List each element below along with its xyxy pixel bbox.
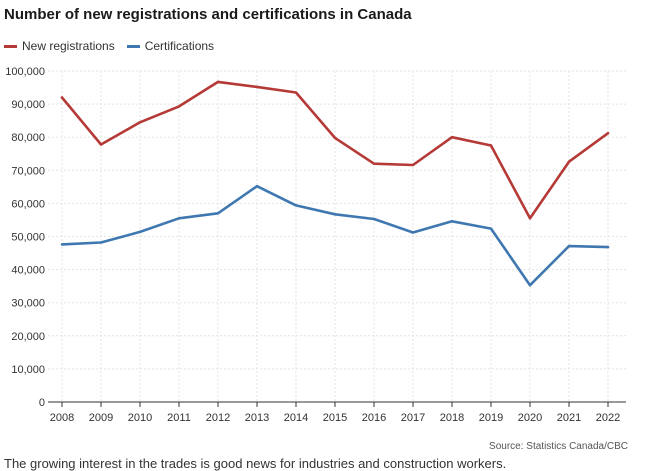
data-point xyxy=(450,220,454,223)
series-line-new-registrations xyxy=(60,80,610,220)
legend-swatch-new-registrations xyxy=(4,44,17,48)
data-point xyxy=(567,160,571,163)
article-text: The growing interest in the trades is go… xyxy=(4,456,507,471)
y-tick-label: 20,000 xyxy=(11,331,45,343)
data-point xyxy=(294,204,298,207)
data-point xyxy=(567,244,571,248)
legend-item-new-registrations: New registrations xyxy=(4,39,115,53)
data-point xyxy=(606,132,610,135)
chart-series xyxy=(60,80,610,287)
data-point xyxy=(138,121,142,124)
x-tick-label: 2008 xyxy=(50,412,74,424)
chart-title: Number of new registrations and certific… xyxy=(4,6,412,23)
chart-legend: New registrations Certifications xyxy=(4,39,226,53)
data-point xyxy=(294,91,298,94)
chart-grid xyxy=(48,70,626,407)
data-point xyxy=(138,230,142,234)
x-tick-label: 2010 xyxy=(128,412,152,424)
data-point xyxy=(177,105,181,108)
y-tick-label: 90,000 xyxy=(11,99,45,111)
legend-swatch-certifications xyxy=(126,44,140,48)
data-point xyxy=(60,96,64,99)
data-point xyxy=(372,162,376,165)
legend-label-certifications: Certifications xyxy=(144,39,215,53)
y-tick-label: 50,000 xyxy=(11,232,45,244)
y-tick-label: 60,000 xyxy=(11,198,45,210)
data-point xyxy=(411,231,415,234)
x-tick-label: 2018 xyxy=(440,412,464,424)
data-point xyxy=(255,184,259,188)
x-tick-label: 2016 xyxy=(362,412,386,424)
data-point xyxy=(216,212,220,215)
legend-item-certifications: Certifications xyxy=(126,39,215,53)
data-point xyxy=(489,227,493,230)
data-point xyxy=(255,85,259,89)
data-point xyxy=(489,144,493,147)
x-tick-label: 2012 xyxy=(206,412,230,424)
x-tick-label: 2011 xyxy=(167,412,191,424)
legend-label-new-registrations: New registrations xyxy=(22,39,115,53)
data-point xyxy=(528,283,532,287)
y-axis-ticks: 0 10,000 20,000 30,000 40,000 50,000 60,000 70,… xyxy=(5,66,45,409)
x-axis-ticks: 2008 2009 2010 2011 2012 2013 2014 2015 2016 2017… xyxy=(50,402,620,424)
data-point xyxy=(411,163,415,167)
y-tick-label: 100,000 xyxy=(5,66,45,78)
data-point xyxy=(606,245,610,249)
y-tick-label: 80,000 xyxy=(11,132,45,144)
x-tick-label: 2021 xyxy=(557,412,581,424)
data-point xyxy=(60,243,64,246)
data-point xyxy=(333,136,337,140)
x-tick-label: 2015 xyxy=(323,412,347,424)
y-tick-label: 40,000 xyxy=(11,265,45,277)
data-point xyxy=(99,241,103,244)
y-tick-label: 0 xyxy=(39,397,45,409)
data-point xyxy=(177,217,181,220)
data-point xyxy=(372,217,376,221)
y-tick-label: 10,000 xyxy=(11,364,45,376)
y-tick-label: 70,000 xyxy=(11,165,45,177)
data-point xyxy=(528,217,532,220)
y-tick-label: 30,000 xyxy=(11,298,45,310)
x-tick-label: 2022 xyxy=(596,412,620,424)
x-tick-label: 2019 xyxy=(479,412,503,424)
x-tick-label: 2013 xyxy=(245,412,269,424)
x-tick-label: 2014 xyxy=(284,412,308,424)
data-point xyxy=(450,136,454,139)
data-point xyxy=(216,80,220,84)
data-point xyxy=(333,213,337,216)
x-tick-label: 2020 xyxy=(518,412,542,424)
data-point xyxy=(99,143,103,146)
chart-source: Source: Statistics Canada/CBC xyxy=(489,441,628,452)
x-tick-label: 2017 xyxy=(401,412,425,424)
x-tick-label: 2009 xyxy=(89,412,113,424)
